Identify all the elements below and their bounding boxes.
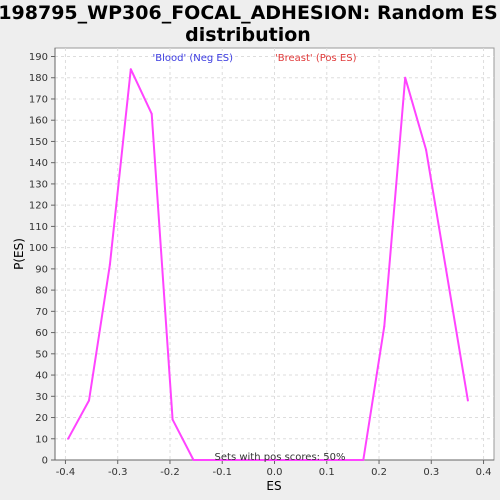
data-point [234, 459, 237, 461]
y-tick-label: 160 [29, 116, 48, 127]
data-point [255, 459, 258, 461]
y-tick-label: 0 [42, 456, 48, 467]
x-tick-label: -0.4 [56, 467, 76, 478]
x-tick-label: 0.3 [423, 467, 439, 478]
x-tick-label: 0.1 [319, 467, 335, 478]
y-tick-label: 120 [29, 201, 48, 212]
y-axis-label: P(ES) [12, 238, 26, 270]
chart-title-line2: distribution [185, 24, 311, 46]
data-point [192, 459, 195, 461]
x-tick-label: -0.2 [160, 467, 180, 478]
data-point [383, 325, 386, 328]
x-tick-label: 0.0 [267, 467, 283, 478]
series-group [67, 68, 469, 461]
y-tick-label: 40 [35, 371, 48, 382]
y-tick-label: 110 [29, 222, 48, 233]
data-point [108, 263, 111, 266]
y-tick-label: 90 [35, 264, 48, 275]
data-point [445, 274, 448, 277]
y-tick-label: 180 [29, 73, 48, 84]
y-tick-label: 190 [29, 52, 48, 63]
y-tick-label: 30 [35, 392, 48, 403]
x-tick-label: 0.4 [476, 467, 492, 478]
data-point [466, 399, 469, 402]
data-point [67, 437, 70, 440]
y-tick-label: 170 [29, 94, 48, 105]
data-point [297, 459, 300, 461]
y-tick-label: 50 [35, 349, 48, 360]
data-point [425, 148, 428, 151]
data-point [338, 459, 341, 461]
legend-blood: 'Blood' (Neg ES) [152, 53, 233, 64]
x-tick-label: 0.2 [371, 467, 387, 478]
data-point [150, 112, 153, 115]
y-tick-label: 20 [35, 413, 48, 424]
data-point [404, 76, 407, 79]
x-tick-label: -0.1 [212, 467, 232, 478]
pos-scores-annotation: Sets with pos scores: 50% [215, 452, 346, 463]
data-point [213, 459, 216, 461]
y-tick-label: 150 [29, 137, 48, 148]
y-tick-label: 70 [35, 307, 48, 318]
series-line [67, 68, 469, 461]
y-tick-label: 60 [35, 328, 48, 339]
data-point [87, 399, 90, 402]
data-point [171, 418, 174, 421]
legend-breast: 'Breast' (Pos ES) [275, 53, 357, 64]
y-tick-label: 80 [35, 286, 48, 297]
y-tick-label: 140 [29, 158, 48, 169]
data-point [362, 459, 365, 461]
data-point [276, 459, 279, 461]
data-point [317, 459, 320, 461]
x-tick-label: -0.3 [108, 467, 128, 478]
y-tick-label: 130 [29, 179, 48, 190]
y-tick-label: 10 [35, 434, 48, 445]
chart-title-line1: 198795_WP306_FOCAL_ADHESION: Random ES [0, 2, 498, 24]
data-point [129, 68, 132, 71]
x-axis-label: ES [266, 479, 281, 493]
y-tick-label: 100 [29, 243, 48, 254]
